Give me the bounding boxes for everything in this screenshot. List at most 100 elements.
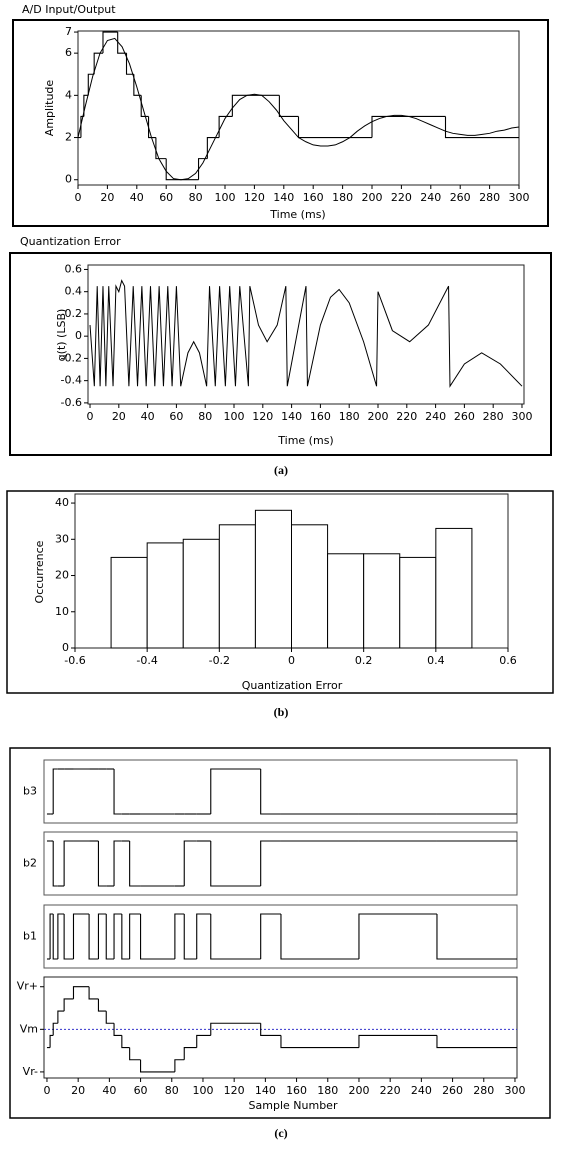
y-tick-label: 7	[65, 25, 72, 38]
bit-trace	[52, 841, 58, 887]
x-tick-label: 300	[509, 191, 530, 204]
x-tick-label: 220	[380, 1084, 401, 1097]
quantized-step	[93, 52, 103, 75]
y-tick-label: 0.6	[65, 262, 83, 275]
chart-title: A/D Input/Output	[22, 3, 116, 16]
quantized-step	[155, 137, 167, 160]
y-tick-label: 2	[65, 131, 72, 144]
analog-step	[63, 998, 74, 1012]
analog-step	[97, 998, 107, 1012]
bit-trace	[121, 914, 130, 960]
x-tick-label: 240	[420, 191, 441, 204]
bit-trace	[72, 913, 90, 959]
bit-trace	[260, 769, 281, 815]
analog-step	[49, 1034, 54, 1048]
x-tick-label: 20	[71, 1084, 85, 1097]
quantized-step	[371, 115, 446, 138]
bit-trace	[129, 841, 141, 887]
x-tick-label: 100	[224, 410, 245, 423]
y-tick-label: Vr+	[17, 980, 38, 993]
y-tick-label: 20	[55, 569, 69, 582]
bit-label: b3	[23, 785, 37, 798]
x-tick-label: 40	[102, 1084, 116, 1097]
bit-trace	[183, 914, 197, 960]
x-tick-label: 40	[141, 410, 155, 423]
bit-trace	[129, 913, 141, 959]
y-tick-label: -0.4	[61, 374, 82, 387]
x-tick-label: 20	[112, 410, 126, 423]
x-tick-label: 0.2	[355, 654, 373, 667]
x-tick-label: 0	[75, 191, 82, 204]
quantized-step	[218, 115, 233, 138]
quantized-step	[133, 74, 142, 96]
bar	[399, 556, 437, 649]
signal-line	[89, 279, 523, 388]
y-tick-label: 0	[75, 329, 82, 342]
bit-trace	[260, 913, 281, 959]
x-tick-label: 200	[367, 410, 388, 423]
panel-frame	[12, 19, 549, 227]
x-tick-label: 220	[396, 410, 417, 423]
bar	[327, 553, 365, 649]
x-tick-label: 80	[198, 410, 212, 423]
x-tick-label: -0.2	[209, 654, 230, 667]
bit-panel	[43, 759, 518, 824]
quantized-step	[444, 116, 519, 139]
analog-step	[196, 1034, 211, 1048]
analog-step	[260, 1023, 281, 1036]
bit-trace	[183, 840, 197, 886]
x-axis-label: Time (ms)	[269, 208, 325, 221]
y-tick-label: -0.6	[61, 396, 82, 409]
x-axis-label: Quantization Error	[242, 679, 343, 692]
y-tick-label: Vr-	[23, 1065, 38, 1078]
x-axis-label: Time (ms)	[277, 434, 333, 447]
bit-trace	[52, 768, 58, 814]
bit-trace	[140, 914, 175, 960]
x-tick-label: 260	[454, 410, 475, 423]
quantized-step	[206, 136, 220, 159]
bit-trace	[210, 768, 261, 814]
bit-trace	[97, 841, 107, 887]
bit-trace	[113, 840, 122, 886]
bit-trace	[358, 913, 437, 959]
x-tick-label: 140	[281, 410, 302, 423]
analog-step	[183, 1047, 197, 1060]
analog-step	[210, 1022, 261, 1036]
bit-trace	[210, 841, 261, 887]
quantized-step	[83, 94, 89, 117]
x-tick-label: 140	[255, 1084, 276, 1097]
y-tick-label: 10	[55, 605, 69, 618]
bar	[218, 524, 256, 649]
y-tick-label: 40	[55, 496, 69, 509]
y-axis-label: q(t) (LSB)	[55, 309, 68, 362]
quantized-step	[125, 53, 134, 75]
y-tick-label: 30	[55, 532, 69, 545]
bit-trace	[52, 914, 58, 960]
bit-trace	[260, 840, 281, 886]
x-tick-label: 260	[450, 191, 471, 204]
bar	[254, 509, 293, 649]
x-tick-label: 0.4	[427, 654, 445, 667]
analog-step	[52, 1022, 58, 1036]
y-axis-label: Occurrence	[33, 540, 46, 603]
caption: (c)	[274, 1126, 287, 1140]
bit-label: b2	[23, 857, 37, 870]
bit-trace	[436, 914, 517, 960]
x-tick-label: 60	[134, 1084, 148, 1097]
analog-step	[113, 1023, 122, 1036]
x-tick-label: -0.4	[136, 654, 157, 667]
x-tick-label: 140	[273, 191, 294, 204]
analog-step	[88, 986, 99, 1000]
x-tick-label: 200	[362, 191, 383, 204]
plot-area	[43, 976, 518, 1079]
y-tick-label: 0.2	[65, 307, 83, 320]
caption: (a)	[274, 463, 288, 477]
analog-step	[129, 1047, 141, 1061]
bit-trace	[57, 913, 65, 959]
x-tick-label: 160	[303, 191, 324, 204]
y-tick-label: 0.4	[65, 285, 83, 298]
x-tick-label: 300	[511, 410, 532, 423]
x-tick-label: 20	[100, 191, 114, 204]
x-tick-label: 220	[391, 191, 412, 204]
